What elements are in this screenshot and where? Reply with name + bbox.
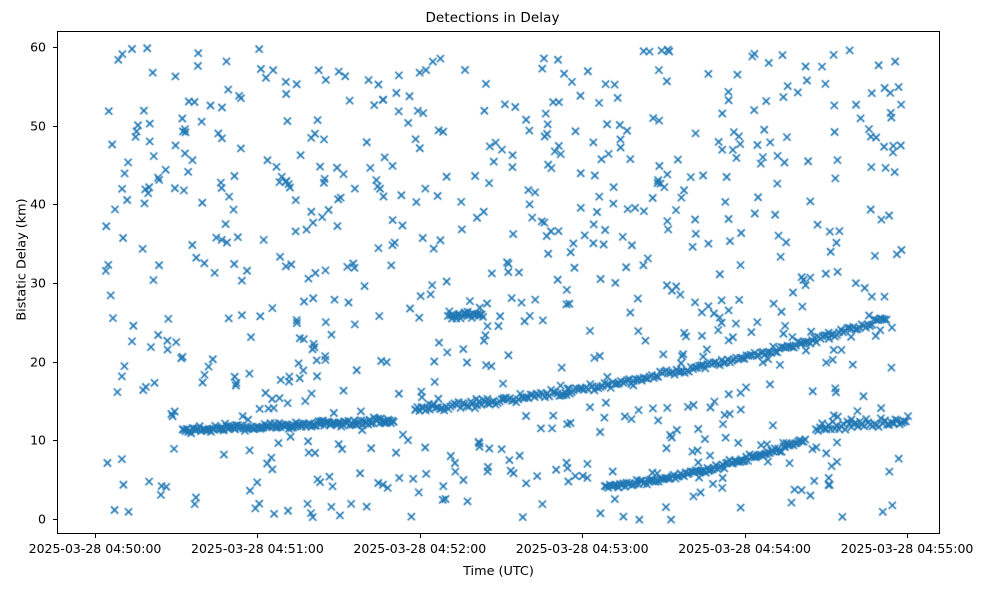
page-title: Detections in Delay	[425, 10, 560, 26]
x-tick-label: 2025-03-28 04:53:00	[515, 541, 649, 556]
y-tick-label: 40	[30, 196, 46, 212]
x-tick-label: 2025-03-28 04:55:00	[840, 541, 974, 556]
x-axis-label: Time (UTC)	[463, 564, 534, 579]
y-tick-label: 20	[30, 354, 46, 370]
x-tick-mark	[419, 534, 421, 538]
y-axis-label: Bistatic Delay (km)	[14, 198, 30, 321]
y-tick-label: 0	[38, 511, 46, 527]
y-tick-mark	[53, 440, 57, 442]
x-tick-label: 2025-03-28 04:54:00	[678, 541, 811, 556]
x-tick-label: 2025-03-28 04:50:00	[28, 541, 162, 556]
y-tick-mark	[53, 204, 57, 206]
y-tick-mark	[53, 361, 57, 363]
x-tick-mark	[582, 534, 584, 538]
scatter-canvas	[58, 32, 939, 533]
y-axis-ticks: 0 10 20 30 40 50 60	[0, 0, 46, 590]
y-tick-label: 60	[30, 39, 46, 55]
y-tick-mark	[53, 519, 57, 521]
x-tick-label: 2025-03-28 04:51:00	[191, 541, 324, 556]
x-tick-mark	[744, 534, 746, 538]
y-tick-label: 10	[30, 432, 46, 448]
x-tick-mark	[95, 534, 97, 538]
y-tick-mark	[53, 283, 57, 285]
x-tick-mark	[257, 534, 259, 538]
plot-area	[57, 31, 940, 534]
y-tick-label: 50	[30, 118, 46, 134]
x-tick-label: 2025-03-28 04:52:00	[353, 541, 487, 556]
x-tick-mark	[907, 534, 909, 538]
y-tick-label: 30	[30, 275, 46, 291]
y-tick-mark	[53, 125, 57, 127]
y-tick-mark	[53, 47, 57, 49]
